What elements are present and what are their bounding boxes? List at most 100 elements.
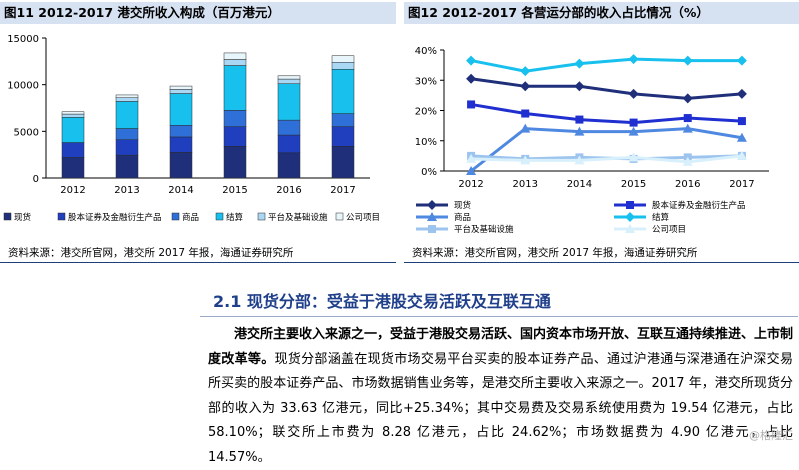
bar-segment-3 <box>331 69 355 114</box>
data-point-2 <box>736 132 747 142</box>
data-point-3 <box>625 212 635 222</box>
bar-segment-0 <box>331 146 355 179</box>
legend-label: 现货 <box>14 212 32 223</box>
bar-segment-3 <box>169 93 193 126</box>
legend-label: 公司项目 <box>652 225 686 235</box>
x-tick-label: 2014 <box>567 179 592 190</box>
y-tick-label: 0 <box>33 174 39 185</box>
y-tick-label: 30% <box>415 76 437 87</box>
bar-segment-2 <box>277 119 301 136</box>
bar-segment-1 <box>115 139 139 156</box>
bar-segment-4 <box>61 113 85 118</box>
legend-label: 商品 <box>182 212 199 223</box>
data-point-2 <box>466 166 477 175</box>
legend-swatch <box>335 212 344 221</box>
legend-swatch <box>3 212 12 221</box>
bar-segment-5 <box>331 55 355 63</box>
x-tick-label: 2012 <box>458 179 483 190</box>
data-point-5 <box>574 155 585 165</box>
segment-share-line-chart: 0% 10% 20% 30% 40% 2012 2013 2014 2015 2016 2017 现货… <box>415 46 769 235</box>
data-point-2 <box>520 123 531 133</box>
bar-segment-0 <box>223 146 247 179</box>
bar-segment-0 <box>277 152 301 179</box>
data-point-2 <box>574 126 585 136</box>
series-line-0 <box>470 77 743 100</box>
data-point-5 <box>466 153 477 163</box>
bar-segment-0 <box>61 157 85 179</box>
y-tick-label: 15000 <box>7 34 39 45</box>
data-point-0 <box>520 81 531 92</box>
y-tick-label: 0% <box>421 167 437 178</box>
data-point-3 <box>736 55 747 66</box>
data-point-1 <box>683 114 692 123</box>
x-tick-label: 2012 <box>60 185 85 196</box>
paragraph-body: 现货分部涵盖在现货市场交易平台买卖的股本证券产品、通过沪港通与深港通在沪深交易所… <box>208 351 793 465</box>
section-divider <box>200 316 798 317</box>
data-point-1 <box>467 100 476 109</box>
bar-segment-1 <box>277 134 301 154</box>
bar-segment-5 <box>223 52 247 60</box>
bar-segment-2 <box>169 125 193 138</box>
revenue-stacked-bar-chart: 0 5000 10000 15000 2012 2013 2014 2015 2016 2017 现… <box>3 34 380 223</box>
bar-segment-4 <box>277 78 301 84</box>
data-point-0 <box>427 200 437 210</box>
bar-segment-1 <box>61 142 85 158</box>
data-point-3 <box>520 66 531 77</box>
bar-segment-3 <box>223 65 247 111</box>
legend-label: 结算 <box>226 212 244 223</box>
section-paragraph: 港交所主要收入来源之一，受益于港股交易活跃、国内资本市场开放、互联互通持续推进、… <box>208 323 793 470</box>
x-tick-label: 2015 <box>222 185 247 196</box>
data-point-0 <box>574 81 585 92</box>
legend-label: 商品 <box>454 212 471 223</box>
data-point-0 <box>736 88 747 99</box>
data-point-5 <box>625 224 635 233</box>
x-tick-label: 2017 <box>330 185 355 196</box>
data-point-2 <box>628 126 639 136</box>
data-point-0 <box>466 73 477 84</box>
bar-segment-4 <box>331 62 355 70</box>
bar-segment-3 <box>61 117 85 143</box>
bar-segment-0 <box>169 152 193 179</box>
series-line-1 <box>470 102 743 125</box>
legend-swatch <box>57 212 66 221</box>
data-point-2 <box>427 212 437 221</box>
bar-segment-2 <box>115 128 139 140</box>
bar-segment-1 <box>331 126 355 147</box>
data-point-3 <box>574 58 585 69</box>
section-heading: 2.1 现货分部：受益于港股交易活跃及互联互通 <box>213 292 551 311</box>
bar-segment-0 <box>115 154 139 179</box>
legend-label: 结算 <box>652 212 670 223</box>
data-point-4 <box>428 225 436 233</box>
data-point-5 <box>682 156 693 166</box>
legend-label: 现货 <box>454 200 472 211</box>
data-point-1 <box>521 109 530 118</box>
figure-right-source: 资料来源：港交所官网，港交所 2017 年报，海通证券研究所 <box>412 247 698 259</box>
x-tick-label: 2015 <box>621 179 646 190</box>
bar-segment-1 <box>169 136 193 153</box>
data-point-3 <box>682 55 693 66</box>
legend-label: 公司项目 <box>346 213 380 223</box>
watermark: @格隆汇 <box>749 429 793 442</box>
x-tick-label: 2013 <box>513 179 538 190</box>
data-point-1 <box>629 118 638 127</box>
y-tick-label: 40% <box>415 46 437 57</box>
bar-segment-5 <box>115 94 139 98</box>
x-tick-label: 2016 <box>276 185 301 196</box>
data-point-5 <box>736 150 747 160</box>
bar-segment-2 <box>223 110 247 127</box>
data-point-1 <box>626 201 634 209</box>
y-tick-label: 10000 <box>7 81 39 92</box>
figure-right-title: 图12 2012-2017 各营运分部的收入占比情况（%） <box>404 2 799 24</box>
bar-segment-2 <box>331 113 355 127</box>
series-line-5 <box>471 154 743 164</box>
data-point-3 <box>466 55 477 66</box>
legend-label: 股本证券及金融衍生产品 <box>68 212 162 223</box>
x-tick-label: 2017 <box>729 179 754 190</box>
series-line-3 <box>470 57 742 73</box>
y-tick-label: 5000 <box>14 127 39 138</box>
x-tick-label: 2013 <box>114 185 139 196</box>
legend-label: 平台及基础设施 <box>454 224 514 235</box>
data-point-2 <box>682 123 693 133</box>
bar-segment-1 <box>223 126 247 147</box>
x-tick-label: 2014 <box>168 185 193 196</box>
